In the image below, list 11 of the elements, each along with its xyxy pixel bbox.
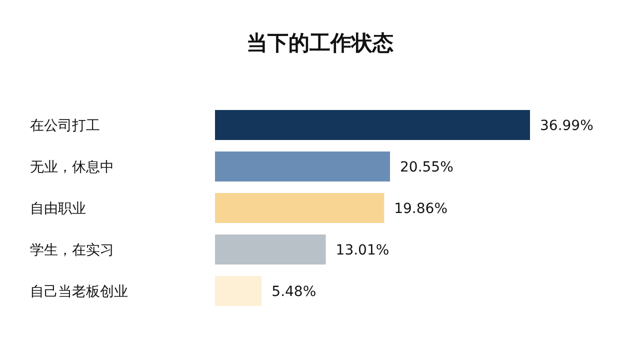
value-label: 36.99%: [540, 118, 594, 134]
value-label: 5.48%: [272, 284, 316, 300]
category: 学生，在实习: [30, 242, 114, 258]
category: 自己当老板创业: [30, 284, 128, 300]
value-label: 20.55%: [400, 160, 454, 176]
category: 在公司打工: [30, 118, 100, 134]
category: 无业，休息中: [30, 160, 114, 176]
category: 自由职业: [30, 201, 86, 217]
title: 当下的工作状态: [246, 31, 394, 55]
value-label: 19.86%: [394, 201, 448, 217]
value-label: 13.01%: [336, 242, 390, 258]
